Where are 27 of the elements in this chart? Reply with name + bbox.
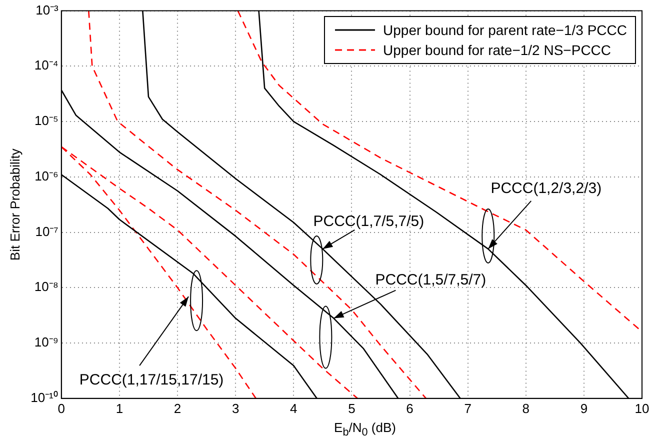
x-tick-label: 2 — [174, 400, 182, 416]
annotation: PCCC(1,2/3,2/3) — [490, 180, 602, 198]
y-tick-label: 10⁻⁴ — [34, 58, 58, 73]
x-tick-label: 6 — [406, 400, 414, 416]
x-tick-label: 8 — [522, 400, 530, 416]
x-tick-label: 5 — [348, 400, 356, 416]
x-tick-label: 0 — [58, 400, 66, 416]
x-tick-label: 7 — [464, 400, 472, 416]
legend-label: Upper bound for rate−1/2 NS−PCCC — [383, 41, 612, 60]
x-tick-label: 1 — [116, 400, 124, 416]
y-tick-label: 10⁻³ — [36, 2, 60, 18]
annotation: PCCC(1,17/15,17/15) — [79, 372, 224, 389]
legend-label: Upper bound for parent rate−1/3 PCCC — [383, 21, 627, 40]
x-tick-label: 10 — [634, 400, 650, 416]
annotation: PCCC(1,5/7,5/7) — [375, 271, 486, 288]
x-axis-title: E$_{b}$/N$_{0}$ (dB) — [333, 420, 397, 439]
y-tick-label: 10⁻⁹ — [34, 334, 58, 350]
y-tick-label: 10⁻¹⁰ — [30, 390, 58, 405]
y-tick-label: 10⁻⁷ — [35, 224, 59, 239]
x-tick-label: 3 — [232, 400, 240, 416]
annotation: PCCC(1,7/5,7/5) — [313, 213, 424, 230]
y-tick-label: 10⁻⁵ — [34, 113, 58, 128]
x-tick-label: 4 — [290, 400, 298, 416]
x-tick-label: 9 — [580, 400, 588, 416]
y-tick-label: 10⁻⁶ — [34, 168, 58, 184]
y-tick-label: 10⁻⁸ — [34, 279, 58, 294]
y-axis-title: Bit Error Probability — [7, 148, 22, 261]
